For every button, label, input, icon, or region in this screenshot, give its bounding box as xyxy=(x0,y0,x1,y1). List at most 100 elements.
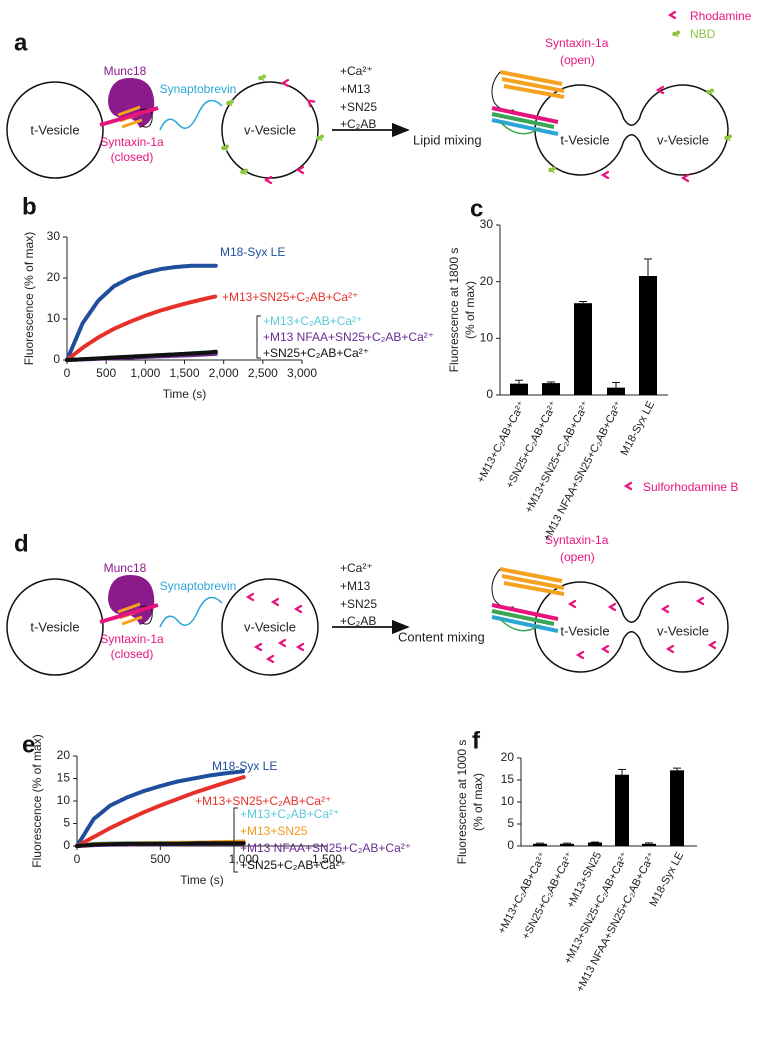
legend-icon xyxy=(624,481,633,491)
bar xyxy=(510,383,528,395)
bar xyxy=(588,842,602,846)
y-tick-label: 20 xyxy=(501,750,515,764)
bar xyxy=(574,303,592,395)
y-tick-label: 15 xyxy=(501,772,515,786)
condition: +SN25 xyxy=(340,100,377,114)
vesicle-label: v-Vesicle xyxy=(244,122,296,137)
syntaxin-label: Syntaxin-1a xyxy=(100,632,164,646)
snare-complex xyxy=(491,70,565,136)
bar xyxy=(607,387,625,395)
data-line xyxy=(75,841,246,848)
y-tick-label: 10 xyxy=(57,793,71,807)
x-tick-label: 500 xyxy=(96,366,116,380)
x-tick-label: 0 xyxy=(74,852,81,866)
vesicle-label: t-Vesicle xyxy=(30,122,79,137)
legend-bracket xyxy=(233,807,238,873)
y-axis-label: Fluorescence (% of max) xyxy=(22,232,36,365)
legend-label: Rhodamine xyxy=(690,9,752,23)
synaptobrevin xyxy=(159,596,223,628)
y-axis-label: (% of max) xyxy=(463,281,477,339)
y-tick-label: 0 xyxy=(53,352,60,366)
y-tick-label: 30 xyxy=(480,217,494,231)
x-tick-label: 0 xyxy=(64,366,71,380)
y-axis-label: Fluorescence at 1800 s xyxy=(447,248,461,373)
y-tick-label: 30 xyxy=(47,229,61,243)
x-tick-label: 2,000 xyxy=(209,366,239,380)
synaptobrevin-label: Synaptobrevin xyxy=(160,82,237,96)
y-tick-label: 15 xyxy=(57,771,71,785)
diagram-a: a t-Vesicle Munc18 Synaptobrevin Syntaxi… xyxy=(6,9,752,185)
v-vesicle xyxy=(221,578,319,676)
result-label: Content mixing xyxy=(398,629,485,644)
y-tick-label: 10 xyxy=(480,331,494,345)
syntaxin-label: Syntaxin-1a xyxy=(100,135,164,149)
snare-complex xyxy=(491,567,565,633)
condition: +Ca²⁺ xyxy=(340,561,373,575)
legend-label: +M13+SN25 xyxy=(240,824,308,838)
legend-label: +SN25+C₂AB+Ca²⁺ xyxy=(263,346,369,360)
condition: +M13 xyxy=(340,579,371,593)
syntaxin-label: Syntaxin-1a xyxy=(545,533,609,547)
legend-label: Sulforhodamine B xyxy=(643,480,738,494)
x-tick-label: 1,000 xyxy=(229,852,259,866)
data-line xyxy=(65,263,218,362)
y-tick-label: 20 xyxy=(47,270,61,284)
y-tick-label: 0 xyxy=(507,838,514,852)
x-tick-label: 3,000 xyxy=(287,366,317,380)
bar xyxy=(542,383,560,395)
condition: +C₂AB xyxy=(340,614,376,628)
bar xyxy=(533,843,547,846)
vesicle-label: v-Vesicle xyxy=(657,623,709,638)
panel-label: f xyxy=(472,727,481,754)
panel-label: c xyxy=(470,195,483,222)
x-tick-label: 1,000 xyxy=(130,366,160,380)
syntaxin-label: (open) xyxy=(560,53,595,67)
result-label: Lipid mixing xyxy=(413,132,482,147)
tmd xyxy=(99,603,159,624)
t-vesicle xyxy=(6,578,104,676)
vesicle-label: t-Vesicle xyxy=(560,132,609,147)
y-tick-label: 0 xyxy=(63,838,70,852)
legend-bracket xyxy=(256,315,261,359)
synaptobrevin-label: Synaptobrevin xyxy=(160,579,237,593)
data-line xyxy=(75,775,246,848)
y-tick-label: 20 xyxy=(480,274,494,288)
x-axis-label: Time (s) xyxy=(163,387,207,401)
tmd xyxy=(99,106,159,127)
bar xyxy=(639,276,657,395)
x-tick-label: 1,500 xyxy=(312,852,342,866)
munc18-label: Munc18 xyxy=(104,64,147,78)
condition: +SN25 xyxy=(340,597,377,611)
legend-label: +M13 NFAA+SN25+C₂AB+Ca²⁺ xyxy=(263,330,434,344)
y-axis-label: (% of max) xyxy=(471,773,485,831)
fused-vesicles xyxy=(534,581,729,673)
syntaxin-label: (closed) xyxy=(111,150,154,164)
diagram-d: d t-Vesicle Munc18 Synaptobrevin Syntaxi… xyxy=(6,480,738,676)
y-tick-label: 5 xyxy=(507,816,514,830)
vesicle-label: t-Vesicle xyxy=(560,623,609,638)
x-tick-label: +SN25+C₂AB+Ca²⁺ xyxy=(520,850,576,942)
legend-label: M18-Syx LE xyxy=(212,759,277,773)
condition: +C₂AB xyxy=(340,117,376,131)
x-axis-label: Time (s) xyxy=(180,873,224,887)
y-tick-label: 5 xyxy=(63,816,70,830)
x-tick-label: +M13+C₂AB+Ca²⁺ xyxy=(496,850,549,936)
panel-label: e xyxy=(22,731,35,758)
y-tick-label: 20 xyxy=(57,748,71,762)
x-tick-label: 2,500 xyxy=(248,366,278,380)
vesicle-label: v-Vesicle xyxy=(244,619,296,634)
y-tick-label: 10 xyxy=(47,311,61,325)
legend-icon xyxy=(668,10,677,20)
y-axis-label: Fluorescence at 1000 s xyxy=(455,740,469,865)
legend-icon xyxy=(671,29,681,38)
data-line xyxy=(65,294,218,362)
x-tick-label: +M13+SN25+C₂AB+Ca²⁺ xyxy=(523,399,592,515)
panel-label: b xyxy=(22,193,37,220)
fused-vesicles xyxy=(534,84,729,176)
bar xyxy=(670,770,684,846)
syntaxin-label: (open) xyxy=(560,550,595,564)
x-tick-label: M18-Syx LE xyxy=(618,399,657,458)
condition: +Ca²⁺ xyxy=(340,64,373,78)
bar xyxy=(615,774,629,846)
